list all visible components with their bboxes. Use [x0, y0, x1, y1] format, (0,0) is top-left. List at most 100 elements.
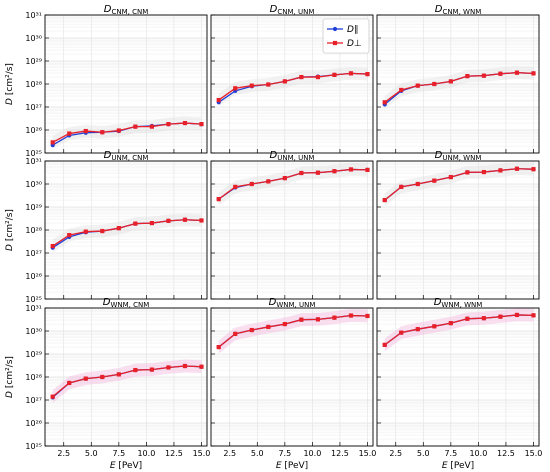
x-tick-label: 7.5 — [278, 449, 291, 458]
perpendicular-point — [465, 74, 470, 79]
y-tick-label: 10²⁶ — [25, 126, 42, 135]
perpendicular-point — [348, 71, 354, 76]
perpendicular-point — [116, 226, 121, 231]
perpendicular-point — [465, 170, 470, 175]
perpendicular-point — [315, 74, 320, 80]
perpendicular-point — [382, 197, 387, 203]
panel-title: DWNM, UNM — [269, 297, 316, 309]
uncertainty-band — [384, 66, 534, 109]
y-tick-label: 10³⁰ — [25, 327, 42, 336]
y-tick-label: 10²⁷ — [25, 103, 42, 112]
panel-title: DUNM, CNM — [104, 150, 149, 162]
y-tick-label: 10³¹ — [25, 157, 42, 166]
x-tick-label: 2.5 — [223, 449, 236, 458]
panel-1: 10²⁵ 10²⁶ 10²⁷ 10²⁸ 10²⁹ 10³⁰ 10³¹ DCNM, CNM — [25, 4, 208, 158]
perpendicular-point — [332, 72, 337, 77]
uncertainty-band — [52, 213, 202, 253]
uncertainty-band — [52, 359, 202, 404]
perpendicular-line — [52, 365, 202, 398]
panel-title: DCNM, CNM — [104, 4, 148, 16]
x-tick-label: 5.0 — [251, 449, 264, 458]
panel-3: DCNM, WNM — [376, 4, 540, 154]
perpendicular-point — [149, 124, 154, 129]
perpendicular-point — [249, 327, 254, 333]
perpendicular-point — [149, 220, 154, 226]
perpendicular-point — [399, 184, 404, 189]
perpendicular-line — [384, 314, 534, 346]
perpendicular-point — [133, 124, 138, 129]
perpendicular-point — [266, 179, 271, 184]
y-tick-label: 10²⁹ — [25, 203, 42, 212]
x-axis-label: E [PeV] — [276, 461, 308, 471]
y-tick-label: 10²⁷ — [25, 249, 42, 258]
uncertainty-band — [384, 308, 534, 352]
y-tick-label: 10²⁸ — [25, 226, 42, 235]
perpendicular-point — [531, 71, 536, 76]
y-tick-label: 10²⁵ — [25, 149, 42, 158]
y-axis-label: D [cm²/s] — [5, 63, 15, 105]
uncertainty-band — [384, 162, 534, 207]
perpendicular-point — [481, 169, 486, 175]
perpendicular-point — [365, 71, 370, 77]
perpendicular-point — [531, 313, 536, 318]
perpendicular-point — [399, 87, 404, 93]
perpendicular-point — [199, 122, 204, 127]
perpendicular-point — [100, 374, 105, 380]
y-tick-label: 10²⁵ — [25, 442, 42, 451]
panel-title: DWNM, CNM — [103, 297, 150, 309]
perpendicular-point — [67, 131, 72, 136]
perpendicular-point — [282, 79, 287, 84]
perpendicular-point — [199, 364, 204, 369]
panel-title: DCNM, UNM — [270, 4, 315, 16]
x-tick-label: 15.0 — [193, 449, 211, 458]
perpendicular-point — [315, 170, 320, 175]
perpendicular-point — [233, 86, 238, 91]
x-tick-label: 10.0 — [303, 449, 321, 458]
y-tick-label: 10²⁸ — [25, 80, 42, 89]
perpendicular-line — [52, 122, 202, 143]
y-tick-label: 10²⁷ — [25, 396, 42, 405]
x-axis-label: E [PeV] — [110, 461, 142, 471]
perpendicular-point — [432, 178, 437, 183]
panel-8: 2.5 5.0 7.5 10.0 12.5 15.0 DWNM, UNM — [210, 297, 376, 458]
perpendicular-point — [233, 331, 238, 336]
perpendicular-point — [166, 122, 171, 127]
y-tick-label: 10³⁰ — [25, 180, 42, 189]
y-tick-label: 10³¹ — [25, 304, 42, 313]
perpendicular-point — [133, 221, 138, 226]
perpendicular-point — [299, 317, 304, 322]
perpendicular-point — [365, 313, 370, 319]
perpendicular-point — [233, 184, 238, 189]
perpendicular-point — [382, 342, 387, 347]
perpendicular-point — [116, 372, 121, 377]
perpendicular-point — [249, 83, 254, 88]
perpendicular-line — [52, 219, 202, 247]
x-axis-label: E [PeV] — [442, 461, 474, 471]
perpendicular-point — [50, 140, 55, 145]
perpendicular-point — [348, 167, 354, 172]
panel-title: DUNM, UNM — [270, 150, 315, 162]
perpendicular-point — [282, 321, 287, 327]
perpendicular-point — [216, 97, 221, 103]
uncertainty-band — [218, 66, 368, 107]
perpendicular-point — [266, 324, 271, 330]
perpendicular-point — [415, 83, 420, 88]
panel-5: DUNM, UNM — [210, 150, 374, 300]
perpendicular-line — [218, 168, 368, 200]
y-tick-label: 10³¹ — [25, 11, 42, 20]
perpendicular-point — [531, 167, 536, 172]
perpendicular-point — [216, 344, 221, 350]
perpendicular-point — [465, 316, 470, 321]
panel-title: DCNM, WNM — [435, 4, 482, 16]
uncertainty-band — [218, 309, 368, 354]
perpendicular-line — [218, 314, 368, 348]
y-axis-label: D [cm²/s] — [5, 209, 15, 251]
perpendicular-point — [182, 363, 188, 369]
perpendicular-point — [249, 181, 254, 187]
y-tick-label: 10³⁰ — [25, 34, 42, 43]
perpendicular-point — [67, 380, 72, 386]
x-tick-label: 5.0 — [85, 449, 98, 458]
perpendicular-point — [83, 229, 88, 234]
y-axis-label: D [cm²/s] — [5, 356, 15, 398]
